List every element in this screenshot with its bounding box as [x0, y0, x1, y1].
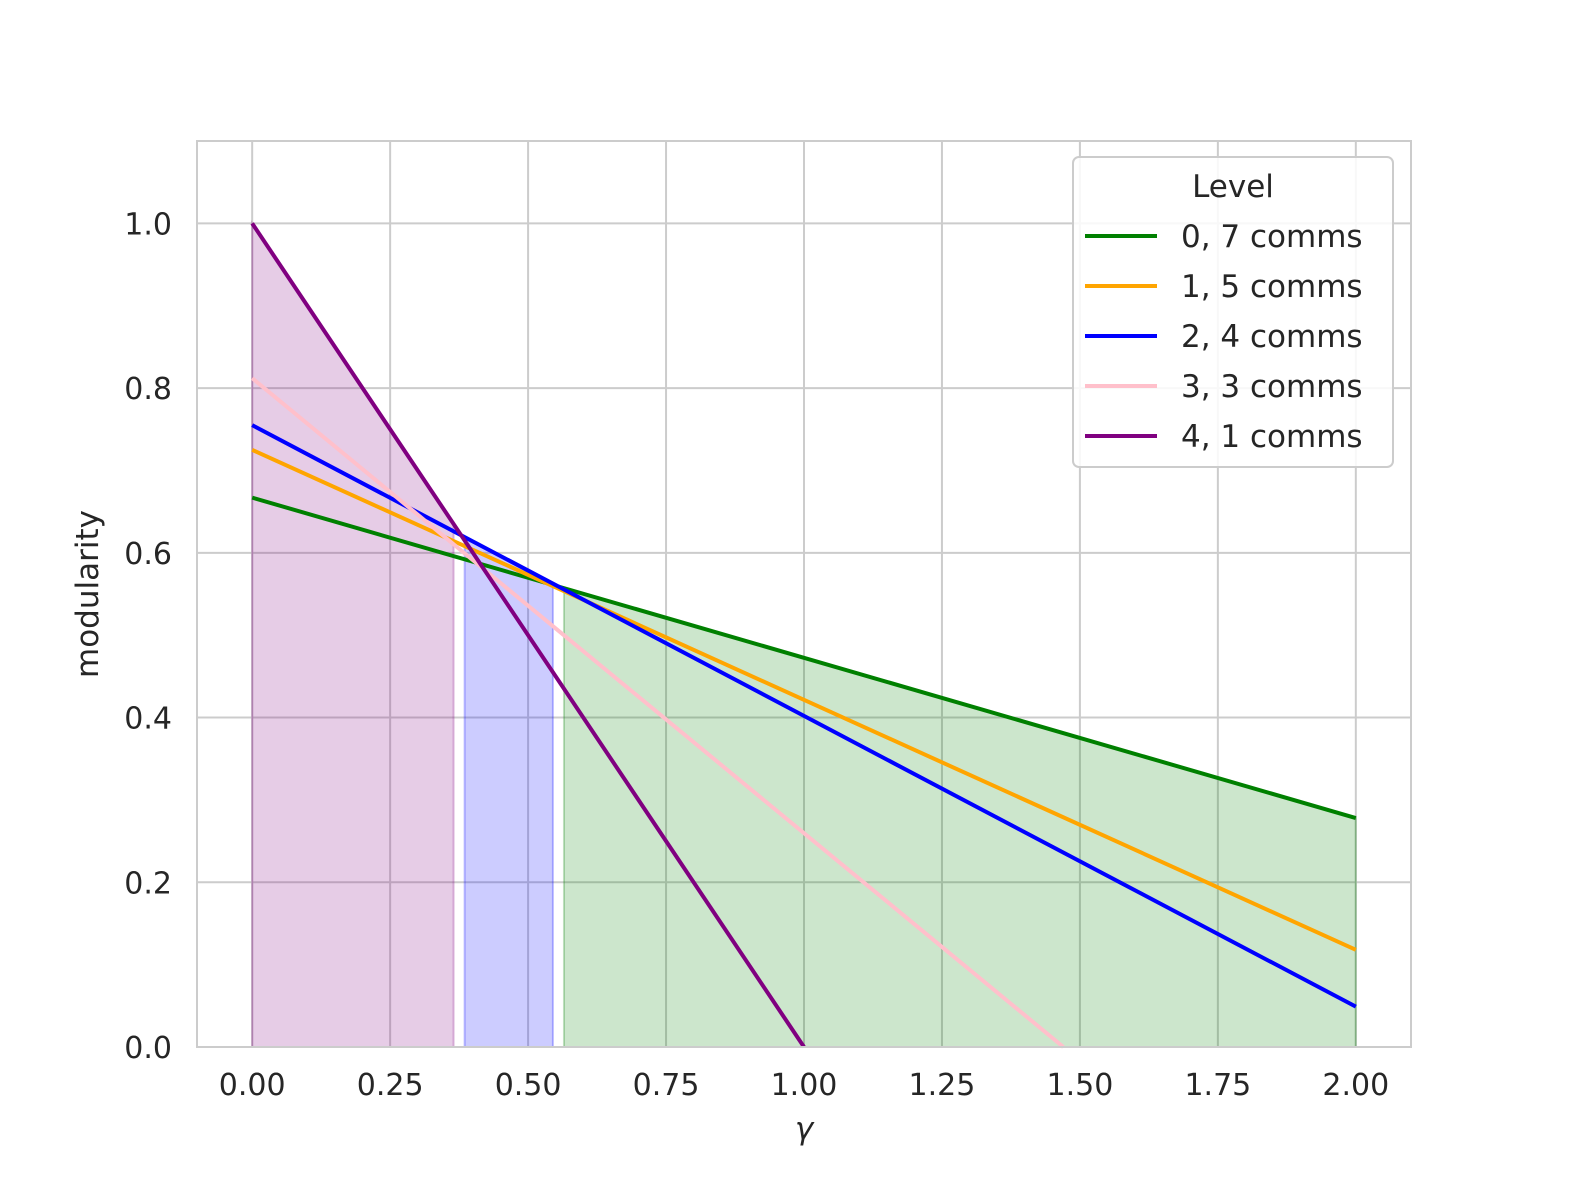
x-axis-label: γ	[795, 1111, 815, 1147]
x-tick-label: 1.50	[1047, 1068, 1114, 1103]
x-tick-label: 1.25	[909, 1068, 976, 1103]
legend-label: 1, 5 comms	[1181, 269, 1363, 305]
y-tick-label: 0.6	[124, 537, 172, 572]
series-line	[251, 423, 1357, 1009]
legend-title: Level	[1192, 169, 1274, 205]
x-tick-label: 0.75	[633, 1068, 700, 1103]
y-axis-label: modularity	[70, 510, 106, 678]
legend-label: 3, 3 comms	[1181, 369, 1363, 405]
y-tick-label: 1.0	[124, 207, 172, 242]
x-tick-label: 0.50	[495, 1068, 562, 1103]
x-tick-labels: 0.00 0.25 0.50 0.75 1.00 1.25 1.50 1.75 2.00	[219, 1068, 1389, 1103]
x-tick-label: 1.75	[1184, 1068, 1251, 1103]
legend-label: 2, 4 comms	[1181, 319, 1363, 355]
shaded-regions	[251, 220, 1357, 1048]
series-line	[250, 222, 806, 1049]
legend-label: 4, 1 comms	[1181, 419, 1363, 455]
x-tick-label: 1.00	[771, 1068, 838, 1103]
series-line	[251, 448, 1357, 952]
x-tick-label: 0.00	[219, 1068, 286, 1103]
shaded-region	[562, 586, 1357, 1048]
shaded-region	[251, 220, 455, 1048]
x-tick-label: 2.00	[1322, 1068, 1389, 1103]
series-line	[250, 376, 1065, 1049]
plot-frame	[196, 140, 1412, 1048]
series-line	[251, 495, 1357, 820]
legend-label: 0, 7 comms	[1181, 219, 1363, 255]
x-tick-label: 0.25	[357, 1068, 424, 1103]
legend: Level 0, 7 comms 1, 5 comms 2, 4 comms 3, 3…	[1072, 156, 1394, 468]
y-tick-label: 0.8	[124, 372, 172, 407]
y-tick-label: 0.4	[124, 702, 172, 737]
y-tick-label: 0.0	[124, 1031, 172, 1066]
y-tick-labels: 0.0 0.2 0.4 0.6 0.8 1.0	[124, 207, 172, 1066]
legend-items: 0, 7 comms 1, 5 comms 2, 4 comms 3, 3 comms…	[1085, 219, 1363, 455]
y-tick-label: 0.2	[124, 866, 172, 901]
series-lines	[250, 222, 1357, 1049]
